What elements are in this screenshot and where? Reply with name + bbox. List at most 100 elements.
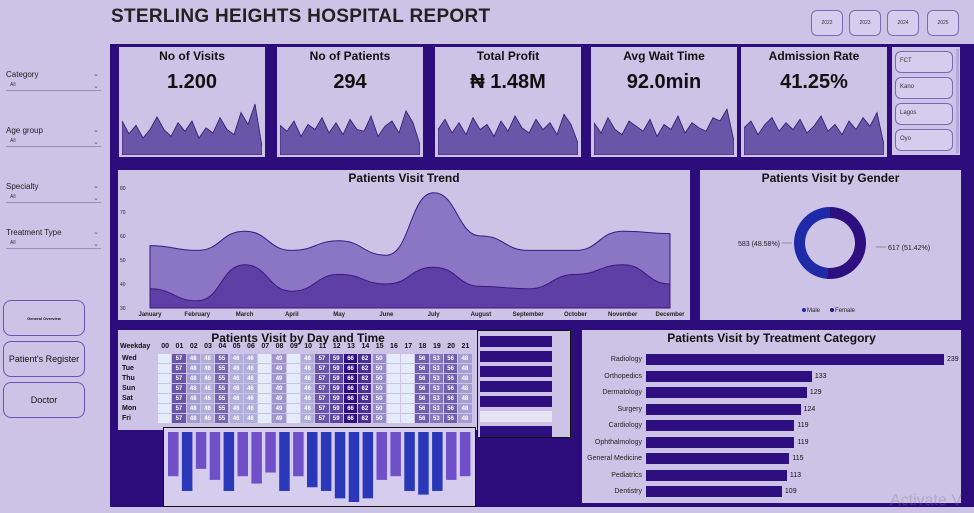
city-oyo-button[interactable]: Oyo	[895, 129, 953, 151]
heatmap-cell: 48	[458, 374, 472, 383]
patients-register-button[interactable]: Patient's Register	[3, 341, 85, 377]
heatmap-column-label: 12	[332, 343, 341, 350]
day-slicer-bar[interactable]	[480, 381, 552, 392]
page-title: STERLING HEIGHTS HOSPITAL REPORT	[111, 6, 491, 27]
filter-sidebar: Category ⌄ All ⌄ Age group ⌄ All ⌄ Specialty…	[0, 0, 110, 507]
x-tick-label: April	[285, 312, 299, 318]
heatmap-cell: 48	[186, 354, 200, 363]
treatment-type-filter[interactable]: Treatment Type ⌄ All ⌄	[6, 228, 101, 249]
heatmap-cell: 48	[186, 414, 200, 423]
city-kano-button[interactable]: Kano	[895, 77, 953, 99]
kpi-title: No of Patients	[309, 49, 391, 63]
heatmap-cell: 57	[315, 404, 329, 413]
heatmap-cell: 56	[415, 414, 429, 423]
sparkline-area	[122, 103, 262, 155]
heatmap-cell: 46	[301, 364, 315, 373]
doctor-button[interactable]: Doctor	[3, 382, 85, 418]
x-tick-label: June	[379, 312, 394, 318]
heatmap-cell: 55	[215, 404, 229, 413]
heatmap-cell: 62	[358, 374, 372, 383]
category-bar[interactable]	[646, 387, 807, 398]
y-tick-label: 80	[120, 186, 126, 192]
heatmap-cell: 49	[272, 384, 286, 393]
day-slicer-bar[interactable]	[480, 411, 552, 422]
slice-label: 583 (48.58%)	[738, 241, 780, 248]
category-filter[interactable]: Category ⌄ All ⌄	[6, 70, 101, 91]
day-slicer-bar[interactable]	[480, 336, 552, 347]
heatmap-cell: 57	[315, 374, 329, 383]
heatmap-cell: 46	[229, 364, 243, 373]
heatmap-cell	[386, 394, 401, 403]
city-slicer: FCT Kano Lagos Oyo	[892, 47, 960, 155]
heatmap-cell: 53	[429, 364, 443, 373]
trend-area-series	[149, 192, 671, 309]
category-bar[interactable]	[646, 436, 795, 448]
legend-entry: Male	[807, 308, 821, 314]
city-fct-button[interactable]: FCT	[895, 51, 953, 73]
heatmap-cell: 53	[429, 354, 443, 363]
sparkline-area	[438, 113, 578, 155]
city-lagos-button[interactable]: Lagos	[895, 103, 953, 125]
heatmap-cell: 48	[186, 374, 200, 383]
category-bar[interactable]	[646, 420, 795, 431]
heatmap-cell: 59	[329, 414, 343, 423]
hour-bar	[181, 432, 193, 491]
heatmap-cell	[386, 384, 401, 393]
activation-watermark: Activate V	[890, 492, 963, 509]
chevron-down-icon: ⌄	[93, 71, 99, 78]
heatmap-cell: 46	[243, 404, 258, 413]
day-slicer-bar[interactable]	[480, 351, 552, 362]
heatmap-cell: 56	[444, 414, 458, 423]
sparkline-area	[744, 111, 884, 155]
heatmap-cell: 55	[215, 374, 229, 383]
year-2022-button[interactable]: 2022	[811, 10, 843, 36]
chevron-down-icon: ⌄	[93, 195, 99, 202]
heatmap-cell: 57	[172, 414, 186, 423]
general-overview-button[interactable]: General Overview	[3, 300, 85, 336]
age-group-filter[interactable]: Age group ⌄ All ⌄	[6, 126, 101, 147]
heatmap-cell	[258, 354, 272, 363]
kpi-sparkline	[280, 109, 420, 155]
heatmap-column-label: 19	[432, 343, 441, 350]
heatmap-column-label: 04	[218, 343, 227, 350]
heatmap-cell	[286, 404, 300, 413]
heatmap-cell: 46	[301, 404, 315, 413]
hour-bar	[376, 432, 387, 480]
day-slicer-bar[interactable]	[480, 426, 552, 437]
category-bar[interactable]	[646, 354, 944, 365]
treatment-type-filter-value: All	[10, 240, 16, 246]
kpi-sparkline	[594, 108, 734, 155]
specialty-filter[interactable]: Specialty ⌄ All ⌄	[6, 182, 101, 203]
category-bar[interactable]	[646, 403, 801, 415]
heatmap-cell: 57	[172, 374, 186, 383]
heatmap-column-label: 16	[390, 343, 398, 350]
hour-bar	[168, 432, 179, 477]
chart-title: Patients Visit by Gender	[761, 171, 900, 185]
category-bar[interactable]	[646, 469, 787, 481]
scrollbar[interactable]	[956, 49, 959, 153]
hour-bar	[195, 432, 207, 469]
category-bar[interactable]	[646, 370, 812, 382]
x-tick-label: August	[471, 312, 492, 318]
hour-bar	[320, 432, 332, 491]
day-slicer-bar[interactable]	[480, 396, 552, 407]
category-bar[interactable]	[646, 453, 790, 464]
day-slicer-bar[interactable]	[480, 366, 552, 377]
year-2023-button[interactable]: 2023	[849, 10, 881, 36]
heatmap-column-label: 03	[204, 343, 212, 350]
heatmap-cell: 49	[272, 354, 286, 363]
year-2025-button[interactable]: 2025	[927, 10, 959, 36]
heatmap-cell	[386, 404, 401, 413]
x-tick-label: March	[236, 312, 254, 318]
heatmap-cell	[258, 404, 272, 413]
heatmap-cell: 57	[315, 414, 329, 423]
heatmap-cell: 46	[301, 394, 315, 403]
heatmap-cell: 62	[358, 414, 372, 423]
hour-bar	[362, 432, 374, 499]
heatmap-cell	[386, 364, 401, 373]
year-2024-button[interactable]: 2024	[887, 10, 919, 36]
heatmap-cell	[386, 374, 401, 383]
heatmap-cell	[158, 374, 172, 383]
heatmap-cell: 49	[272, 374, 286, 383]
category-bar[interactable]	[646, 486, 782, 497]
